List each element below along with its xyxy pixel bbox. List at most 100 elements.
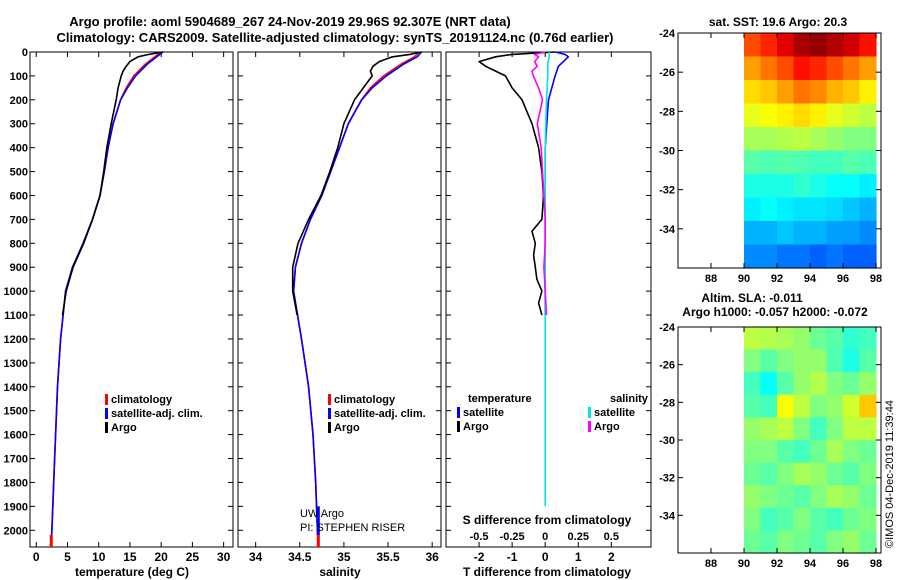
- plot-frame: [237, 51, 442, 548]
- x-tick-label: 25: [186, 550, 200, 564]
- map-y-tick-label: -24: [659, 322, 676, 334]
- heatmap-cell: [826, 127, 844, 152]
- heatmap-cell: [843, 372, 861, 396]
- heatmap-cell: [744, 530, 762, 554]
- heatmap-cell: [826, 462, 844, 486]
- heatmap-cell: [859, 221, 877, 246]
- s-diff-tick-label: -0.5: [470, 531, 489, 543]
- map-y-tick-label: -24: [659, 28, 676, 40]
- heatmap-cell: [826, 507, 844, 531]
- y-tick-label: 700: [10, 214, 28, 226]
- satellite-adj-legend-label: satellite-adj. clim.: [111, 408, 203, 420]
- map-x-tick-label: 90: [738, 273, 750, 285]
- heatmap-cell: [810, 174, 828, 199]
- legend-title-temperature: temperature: [468, 393, 532, 405]
- heatmap-cell: [843, 530, 861, 554]
- heatmap-cell: [760, 56, 778, 81]
- heatmap-cell: [793, 530, 811, 554]
- heatmap-cell: [826, 221, 844, 246]
- heatmap-cell: [760, 372, 778, 396]
- x-tick-label: 10: [92, 550, 106, 564]
- heatmap-cell: [744, 440, 762, 464]
- y-tick-label: 1300: [4, 358, 28, 370]
- heatmap-cell: [760, 507, 778, 531]
- x-tick-label: -1: [507, 550, 518, 564]
- plot-frame: [445, 51, 652, 548]
- heatmap-cell: [744, 462, 762, 486]
- y-tick-label: 0: [22, 47, 28, 59]
- heatmap-cell: [859, 485, 877, 509]
- s-satellite-legend-swatch: [588, 407, 591, 418]
- heatmap-cell: [810, 485, 828, 509]
- map-y-tick-label: -28: [659, 106, 675, 118]
- heatmap-cell: [744, 56, 762, 81]
- heatmap-cell: [810, 244, 828, 269]
- heatmap-cell: [777, 56, 795, 81]
- heatmap-cell: [744, 80, 762, 105]
- x-tick-label: -2: [474, 550, 485, 564]
- x-tick-label: 2: [608, 550, 615, 564]
- heatmap-cell: [777, 103, 795, 128]
- heatmap-cell: [793, 327, 811, 351]
- heatmap-cell: [826, 150, 844, 175]
- difference-panel: -2 -1 0 1 2 -0.5 -0.25 0 0.25 0.5 temperature salin…: [445, 51, 652, 564]
- y-tick-label: 100: [10, 71, 28, 83]
- heatmap-cell: [826, 33, 844, 58]
- x-tick-label: 0: [33, 550, 40, 564]
- heatmap-cell: [810, 150, 828, 175]
- argo-legend-label: Argo: [111, 422, 137, 434]
- y-tick-label: 1600: [4, 430, 28, 442]
- heatmap-cell: [777, 127, 795, 152]
- x-tick-label: 15: [123, 550, 137, 564]
- heatmap-cell: [843, 244, 861, 269]
- map-x-tick-label: 96: [837, 273, 849, 285]
- heatmap-cell: [793, 462, 811, 486]
- heatmap-cell: [810, 221, 828, 246]
- heatmap-cell: [859, 80, 877, 105]
- heatmap-cell: [826, 80, 844, 105]
- heatmap-cell: [760, 80, 778, 105]
- heatmap-cell: [810, 327, 828, 351]
- credit-imos: ©IMOS 04-Dec-2019 11:39:44: [884, 400, 896, 548]
- heatmap-cell: [843, 440, 861, 464]
- series-line-argo: [61, 51, 164, 316]
- heatmap-cell: [826, 103, 844, 128]
- y-tick-label: 1700: [4, 454, 28, 466]
- heatmap-cell: [810, 33, 828, 58]
- y-tick-label: 1900: [4, 501, 28, 513]
- climatology-legend-swatch: [328, 394, 331, 405]
- heatmap-cell: [777, 507, 795, 531]
- heatmap-cell: [859, 150, 877, 175]
- heatmap-cell: [826, 530, 844, 554]
- heatmap-cell: [777, 197, 795, 222]
- y-tick-label: 400: [10, 143, 28, 155]
- heatmap-cell: [744, 507, 762, 531]
- sla-map-title: Altim. SLA: -0.011: [701, 291, 803, 305]
- heatmap-cell: [843, 462, 861, 486]
- heatmap-cell: [760, 394, 778, 418]
- x-tick-label: 35.5: [376, 550, 400, 564]
- s-diff-tick-label: -0.25: [500, 531, 525, 543]
- heatmap-cell: [793, 80, 811, 105]
- y-tick-label: 800: [10, 238, 28, 250]
- heatmap-cell: [810, 197, 828, 222]
- heatmap-cell: [760, 244, 778, 269]
- heatmap-cell: [810, 440, 828, 464]
- heatmap-cell: [859, 349, 877, 373]
- heatmap-cell: [810, 103, 828, 128]
- heatmap-cell: [810, 507, 828, 531]
- heatmap-cell: [777, 221, 795, 246]
- heatmap-cell: [793, 197, 811, 222]
- heatmap-cell: [793, 127, 811, 152]
- title-line-2: Climatology: CARS2009. Satellite-adjuste…: [56, 30, 613, 45]
- map-y-tick-label: -34: [659, 224, 676, 236]
- heatmap-cell: [810, 462, 828, 486]
- heatmap-cell: [760, 349, 778, 373]
- heatmap-cell: [760, 221, 778, 246]
- salinity-panel: 34 34.5 35 35.5 36 climatology satellite-adj. …: [237, 51, 442, 564]
- x-tick-label: 35: [337, 550, 351, 564]
- x-tick-label: 1: [575, 550, 582, 564]
- plot-frame: [29, 51, 234, 548]
- map-y-tick-label: -26: [659, 67, 675, 79]
- heatmap-cell: [843, 485, 861, 509]
